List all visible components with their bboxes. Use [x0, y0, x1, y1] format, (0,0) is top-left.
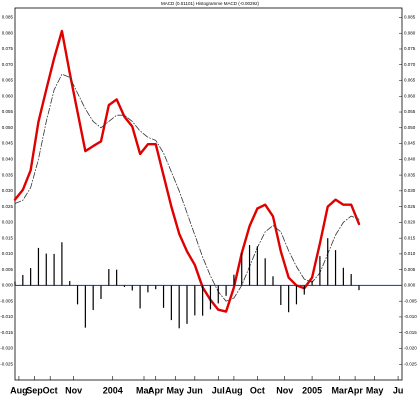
x-tick-label: Jul	[212, 385, 225, 395]
y-tick-label: 0.045	[2, 141, 14, 146]
x-tick-label: Sep	[26, 385, 43, 395]
y-tick-label: 0.065	[2, 78, 14, 83]
y-tick-label: 0.070	[2, 62, 14, 67]
y-tick-label-right: -0.015	[404, 330, 417, 335]
x-tick-label: Oct	[43, 385, 58, 395]
y-tick-label: 0.075	[2, 46, 14, 51]
x-tick-label: Apr	[347, 385, 363, 395]
y-tick-label-right: 0.085	[404, 15, 416, 20]
x-tick-label: Oct	[250, 385, 265, 395]
y-tick-label: 0.055	[2, 109, 14, 114]
y-tick-label-right: 0.065	[404, 78, 416, 83]
y-tick-label: 0.005	[2, 267, 14, 272]
chart-title: MACD (0.01101) Histogramme MACD (-0.0029…	[161, 1, 259, 6]
x-tick-label: May	[366, 385, 384, 395]
y-tick-label-right: 0.045	[404, 141, 416, 146]
x-tick-label: Apr	[148, 385, 164, 395]
y-tick-label-right: 0.030	[404, 188, 416, 193]
y-tick-label: 0.015	[2, 235, 14, 240]
y-tick-label: 0.020	[2, 220, 14, 225]
y-tick-label: -0.005	[0, 298, 13, 303]
y-tick-label: 0.030	[2, 188, 14, 193]
y-tick-label-right: 0.070	[404, 62, 416, 67]
y-tick-label-right: 0.050	[404, 125, 416, 130]
y-tick-label: -0.015	[0, 330, 13, 335]
y-tick-label: 0.060	[2, 93, 14, 98]
y-tick-label-right: 0.040	[404, 157, 416, 162]
x-tick-label: Aug	[10, 385, 28, 395]
y-tick-label: 0.080	[2, 30, 14, 35]
y-tick-label-right: 0.015	[404, 235, 416, 240]
y-tick-label-right: -0.010	[404, 314, 417, 319]
plot-frame	[14, 7, 403, 381]
y-tick-label: 0.000	[2, 283, 14, 288]
y-tick-label-right: 0.005	[404, 267, 416, 272]
y-tick-label-right: -0.005	[404, 298, 417, 303]
x-tick-label: 2004	[103, 385, 123, 395]
signal-line	[14, 73, 360, 302]
y-tick-label: -0.020	[0, 346, 13, 351]
y-tick-label: 0.050	[2, 125, 14, 130]
x-tick-label: Mar	[136, 385, 153, 395]
y-tick-label-right: -0.025	[404, 361, 417, 366]
x-tick-label: May	[167, 385, 185, 395]
y-tick-label-right: 0.035	[404, 172, 416, 177]
y-tick-label: -0.010	[0, 314, 13, 319]
x-tick-label: 2005	[302, 385, 322, 395]
y-tick-label: 0.035	[2, 172, 14, 177]
x-tick-label: Jun	[187, 385, 203, 395]
x-tick-label: Ju	[393, 385, 404, 395]
y-tick-label-right: 0.055	[404, 109, 416, 114]
x-tick-label: Mar	[331, 385, 348, 395]
y-tick-label-right: 0.020	[404, 220, 416, 225]
y-tick-label-right: 0.025	[404, 204, 416, 209]
x-tick-label: Aug	[225, 385, 243, 395]
macd-line	[13, 29, 361, 313]
y-tick-label-right: 0.060	[404, 93, 416, 98]
y-tick-label: 0.025	[2, 204, 14, 209]
x-tick-label: Nov	[65, 385, 82, 395]
y-tick-label: 0.010	[2, 251, 14, 256]
y-tick-label: -0.025	[0, 361, 13, 366]
y-tick-label: 0.040	[2, 157, 14, 162]
x-tick-label: Nov	[276, 385, 293, 395]
y-tick-label-right: 0.080	[404, 30, 416, 35]
y-tick-label-right: -0.020	[404, 346, 417, 351]
y-tick-label-right: 0.010	[404, 251, 416, 256]
y-tick-label-right: 0.000	[404, 283, 416, 288]
y-tick-label-right: 0.075	[404, 46, 416, 51]
y-tick-label: 0.085	[2, 15, 14, 20]
